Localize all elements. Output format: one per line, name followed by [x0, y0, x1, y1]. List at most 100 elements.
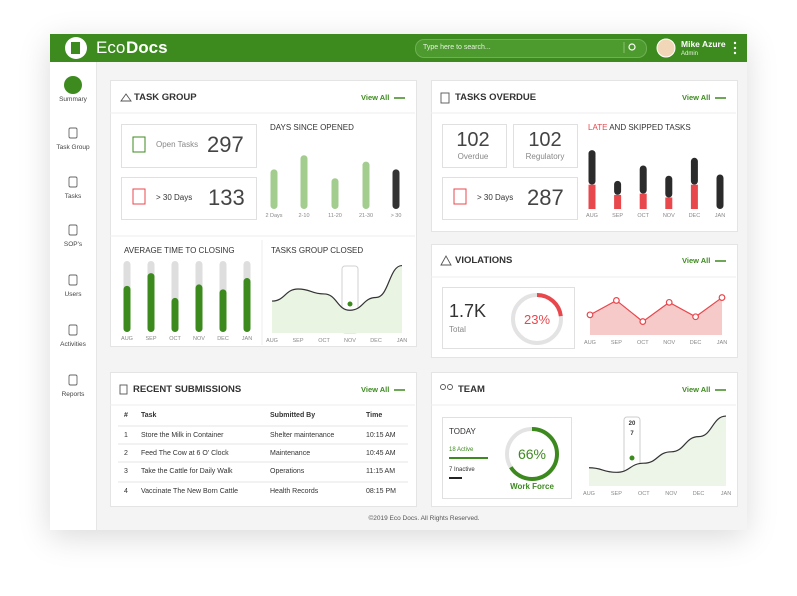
bar [243, 278, 251, 332]
panel-title: VIOLATIONS [455, 255, 513, 266]
x-tick-label: AUG [583, 491, 595, 497]
user-role: Admin [681, 51, 699, 57]
table-cell: Vaccinate The New Born Cattle [141, 488, 239, 495]
table-cell: Shelter maintenance [270, 432, 335, 439]
view-all[interactable]: View All [361, 93, 390, 102]
panel-title: TASKS OVERDUE [455, 92, 537, 103]
nav-icon [68, 176, 78, 188]
x-tick-label: JAN [716, 340, 728, 346]
line [271, 264, 403, 311]
dividers [110, 112, 736, 406]
x-tick-label: JAN [714, 213, 726, 219]
point [692, 313, 699, 321]
x-tick-label: JAN [720, 491, 732, 497]
x-tick-label: DEC [688, 213, 701, 219]
table-cell: 10:15 AM [366, 432, 396, 439]
active-label: 18 Active [449, 447, 474, 453]
chart-title: DAYS SINCE OPENED [270, 123, 354, 132]
x-tick-label: SEP [292, 338, 304, 344]
x-tick-label: DEC [692, 491, 705, 497]
view-all-arrows[interactable] [394, 97, 726, 391]
x-tick-label: JAN [396, 338, 408, 344]
table-cell: 08:15 PM [366, 488, 396, 495]
view-all[interactable]: View All [682, 256, 711, 265]
nav-label[interactable]: Summary [59, 96, 87, 103]
bar-segment [639, 165, 647, 194]
x-tick-label: 11-20 [328, 213, 342, 219]
nav-label[interactable]: SOP's [63, 241, 83, 248]
footer: ©2019 Eco Docs. All Rights Reserved. [368, 515, 480, 522]
bar [195, 284, 203, 332]
x-tick-label: OCT [318, 338, 330, 344]
over30-label: > 30 Days [156, 193, 193, 202]
over30-value: 287 [527, 185, 564, 210]
view-all[interactable]: View All [682, 385, 711, 394]
over30-label: > 30 Days [477, 193, 514, 202]
view-all[interactable]: View All [361, 385, 390, 394]
user-name[interactable]: Mike Azure [681, 39, 726, 49]
violations-total: 1.7K [449, 301, 487, 321]
tooltip-value: 20 [628, 421, 636, 427]
nav-label[interactable]: Task Group [56, 144, 90, 151]
x-tick-label: SEP [145, 336, 157, 342]
table-cell: Feed The Cow at 6 O' Clock [141, 450, 229, 457]
bar [392, 169, 400, 209]
sidebar [50, 62, 97, 530]
inactive-label: 7 Inactive [449, 467, 475, 473]
bar [300, 155, 308, 209]
search-box[interactable] [415, 39, 647, 58]
overdue-label: Overdue [457, 152, 489, 161]
panel-icons [119, 92, 453, 395]
nav-icon [68, 374, 78, 386]
nav-icon [68, 274, 78, 286]
table-cell: 11:15 AM [366, 468, 396, 475]
regulatory-label: Regulatory [525, 152, 565, 161]
x-tick-label: AUG [121, 336, 133, 342]
point [639, 318, 647, 325]
nav-icon [68, 127, 78, 139]
bar-segment [665, 175, 673, 198]
donut-arc [511, 293, 563, 345]
nav-label[interactable]: Users [64, 291, 82, 298]
point [665, 298, 673, 306]
x-tick-label: DEC [217, 336, 229, 342]
table-cell: Maintenance [270, 450, 311, 457]
x-tick-label: AUG [586, 213, 598, 219]
menu-dots[interactable] [733, 41, 737, 55]
highlight-marker [347, 301, 353, 307]
x-tick-label: NOV [665, 491, 678, 497]
search-placeholder[interactable]: Type here to search... [423, 44, 491, 51]
panel-title: RECENT SUBMISSIONS [133, 384, 242, 395]
search-icon[interactable] [628, 43, 636, 51]
point [718, 294, 726, 301]
recent-submissions-panel [110, 372, 417, 507]
table-cell: 3 [124, 468, 128, 475]
overdue-value: 102 [456, 129, 490, 151]
nav-label[interactable]: Reports [61, 391, 85, 398]
avatar[interactable] [656, 38, 676, 58]
logo-eco: Eco [96, 38, 126, 57]
tooltip-marker [629, 455, 635, 461]
bar-segment [716, 174, 724, 209]
view-all[interactable]: View All [682, 93, 711, 102]
table-cell: 10:45 AM [366, 450, 396, 457]
nav-label[interactable]: Activities [60, 341, 86, 348]
x-tick-label: SEP [612, 213, 624, 219]
bar [123, 285, 131, 332]
x-tick-label: 21-30 [358, 213, 374, 219]
overdue-over30-box [442, 177, 578, 220]
point [613, 297, 620, 304]
column-header: Submitted By [270, 412, 316, 419]
today-label: TODAY [449, 427, 476, 436]
table-cell: Health Records [270, 488, 319, 495]
x-tick-label: NOV [193, 336, 205, 342]
open-tasks-label: Open Tasks [156, 140, 199, 149]
bar-segment [665, 197, 673, 209]
x-tick-label: NOV [344, 338, 356, 344]
nav-label[interactable]: Tasks [64, 193, 82, 200]
column-header: Time [366, 412, 383, 419]
nav-icon [68, 324, 78, 336]
logo-docs: Docs [126, 38, 168, 57]
